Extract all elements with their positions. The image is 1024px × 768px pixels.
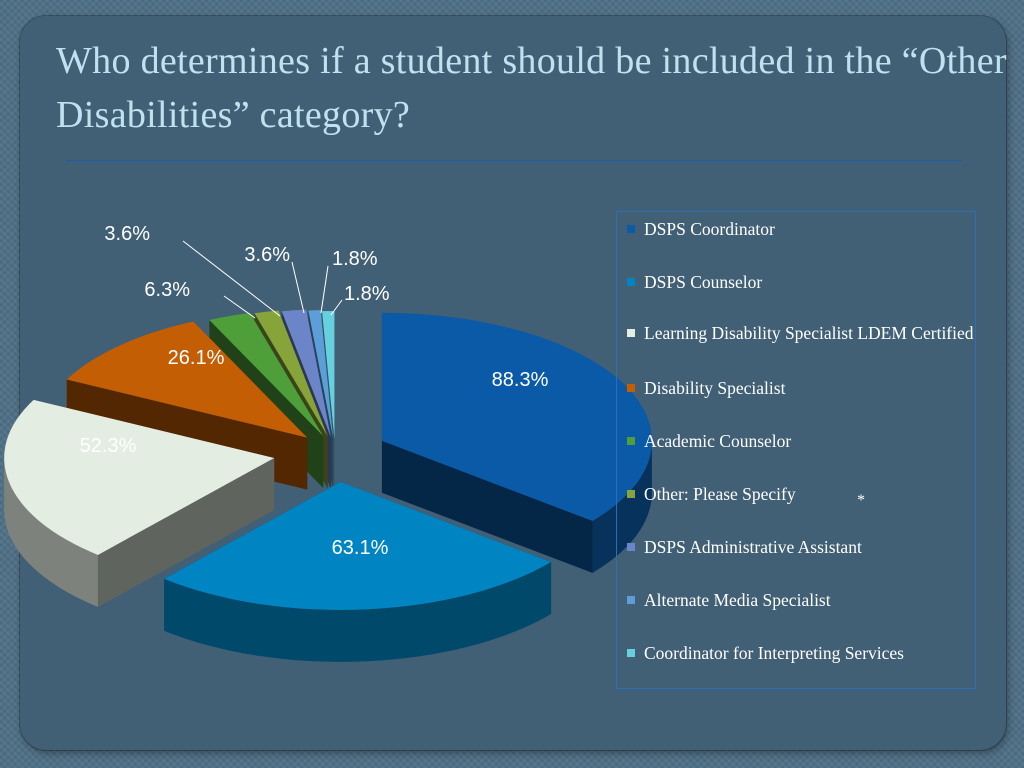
slice-outer-wall xyxy=(4,457,98,607)
legend-label: Alternate Media Specialist xyxy=(644,590,831,610)
slice-top-face xyxy=(66,321,308,438)
pie-slice-2 xyxy=(164,481,552,662)
legend-label: Coordinator for Interpreting Services xyxy=(644,643,904,663)
pie-slice-3 xyxy=(4,399,275,607)
pie-slice-1 xyxy=(381,312,652,573)
legend-swatch xyxy=(627,225,635,233)
data-label-4: 26.1% xyxy=(168,347,225,369)
leader-line-5 xyxy=(223,295,256,319)
legend-swatch xyxy=(627,543,635,551)
legend-swatch xyxy=(627,596,635,604)
slide-title: Who determines if a student should be in… xyxy=(56,40,1007,136)
slice-outer-wall xyxy=(164,561,552,662)
data-labels: 88.3% 63.1% 52.3% 26.1% 6.3% 3.6% 3.6% 1.8% 1.8% xyxy=(80,223,549,559)
legend-label: Learning Disability Specialist LDEM Cert… xyxy=(644,323,974,343)
legend-label: DSPS Coordinator xyxy=(644,219,775,239)
slice-top-face xyxy=(381,312,652,521)
data-label-5: 6.3% xyxy=(144,279,190,301)
legend-label: Disability Specialist xyxy=(644,378,786,398)
leader-line-7 xyxy=(291,261,305,314)
data-label-9: 1.8% xyxy=(344,283,390,305)
leader-line-8 xyxy=(320,265,329,314)
legend-label: DSPS Administrative Assistant xyxy=(644,537,862,557)
data-label-2: 63.1% xyxy=(332,537,389,559)
pie-slices xyxy=(4,309,652,662)
legend-swatch xyxy=(627,278,635,286)
slice-top-face xyxy=(308,310,334,439)
data-label-6: 3.6% xyxy=(104,223,150,245)
slice-side-wall xyxy=(381,440,593,573)
legend-swatch xyxy=(627,329,635,337)
slice-top-face xyxy=(254,310,328,437)
legend-label: DSPS Counselor xyxy=(644,272,763,292)
slice-top-face xyxy=(322,311,335,440)
leader-line-6 xyxy=(182,240,281,317)
slice-top-face xyxy=(281,309,331,438)
slice-top-face xyxy=(4,399,275,555)
chart-legend: DSPS Coordinator DSPS Counselor Learning D… xyxy=(616,211,976,689)
data-label-8: 1.8% xyxy=(332,248,378,270)
legend-swatch xyxy=(627,649,635,657)
data-label-3: 52.3% xyxy=(80,435,137,457)
data-label-7: 3.6% xyxy=(244,244,290,266)
data-label-1: 88.3% xyxy=(492,369,549,391)
legend-swatch xyxy=(627,490,635,498)
slice-outer-wall xyxy=(592,440,652,573)
asterisk-note: * xyxy=(857,492,865,509)
slice-top-face xyxy=(164,481,552,610)
title-divider xyxy=(66,160,962,161)
legend-swatch xyxy=(627,384,635,392)
leader-line-9 xyxy=(330,299,343,316)
legend-swatch xyxy=(627,437,635,445)
legend-label: Other: Please Specify xyxy=(644,484,796,504)
legend-label: Academic Counselor xyxy=(644,431,792,451)
slice-top-face xyxy=(209,312,324,437)
